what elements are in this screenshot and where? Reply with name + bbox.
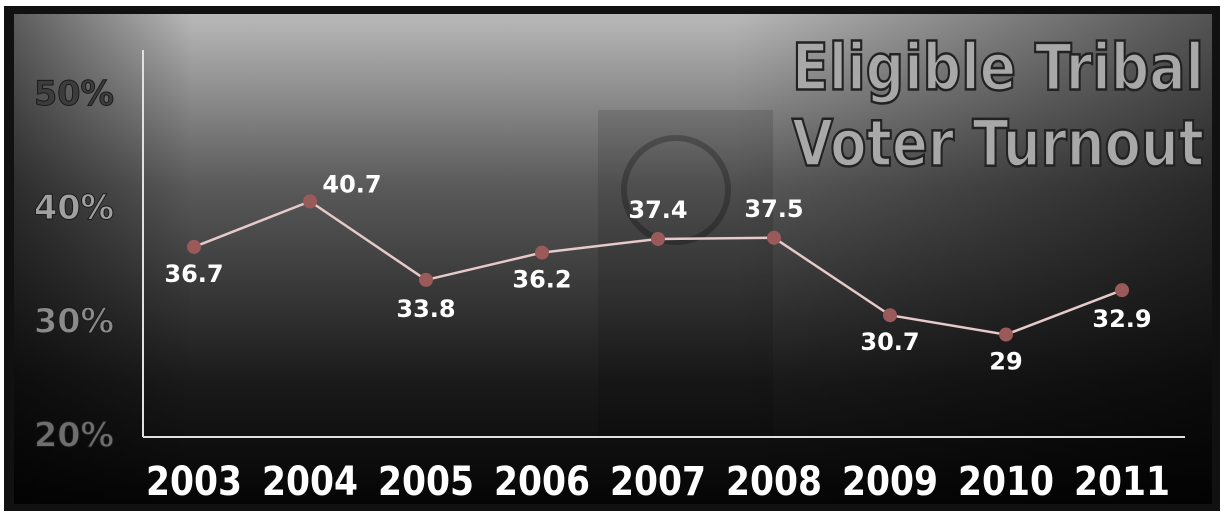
data-label: 36.2 xyxy=(512,266,571,294)
data-label: 37.4 xyxy=(628,196,687,224)
x-tick-label: 2006 xyxy=(494,459,590,505)
x-tick-label: 2007 xyxy=(610,459,706,505)
data-label: 40.7 xyxy=(322,170,381,198)
data-label: 37.5 xyxy=(744,195,803,223)
y-tick-label: 50% xyxy=(34,74,114,114)
data-point xyxy=(419,273,433,287)
data-point xyxy=(303,194,317,208)
data-point xyxy=(535,246,549,260)
data-point xyxy=(999,328,1013,342)
y-tick-label: 20% xyxy=(34,416,114,456)
x-tick-label: 2004 xyxy=(262,459,358,505)
x-tick-label: 2005 xyxy=(378,459,474,505)
y-tick-label: 30% xyxy=(34,302,114,342)
x-tick-label: 2011 xyxy=(1074,459,1170,505)
chart: Eligible TribalVoter Turnout 20% 30% 40% 50%… xyxy=(0,0,1224,515)
page: {"chart_data": { "type": "line", "title"… xyxy=(0,0,1224,515)
data-label: 33.8 xyxy=(396,295,455,323)
chart-title: Eligible Tribal xyxy=(792,32,1204,106)
x-tick-label: 2010 xyxy=(958,459,1054,505)
x-tick-label: 2009 xyxy=(842,459,938,505)
data-point xyxy=(1115,283,1129,297)
chart-title: Voter Turnout xyxy=(792,108,1204,182)
data-point xyxy=(651,232,665,246)
data-point xyxy=(187,240,201,254)
data-label: 32.9 xyxy=(1092,305,1151,333)
x-tick-label: 2003 xyxy=(146,459,242,505)
data-label: 36.7 xyxy=(164,260,223,288)
x-tick-label: 2008 xyxy=(726,459,822,505)
data-point xyxy=(767,231,781,245)
backdrop-panel xyxy=(598,110,773,440)
y-tick-label: 40% xyxy=(34,188,114,228)
data-label: 29 xyxy=(989,348,1022,376)
data-label: 30.7 xyxy=(860,328,919,356)
data-point xyxy=(883,308,897,322)
